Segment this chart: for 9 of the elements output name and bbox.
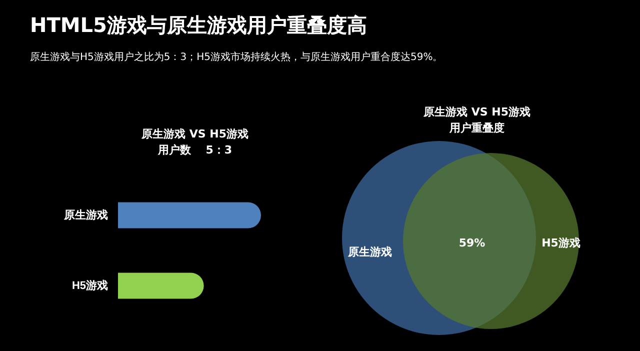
chart-subtitle: 用户数 5：3 <box>156 144 232 156</box>
text: 原生游戏 VS H5游戏 <box>422 106 530 118</box>
category-label: 原生游戏 <box>347 246 392 258</box>
category-label: H5游戏 <box>542 236 580 250</box>
text: HTML5游戏与原生游戏用户重叠度高 <box>30 12 367 39</box>
text: 用户重叠度 <box>448 122 504 134</box>
text: 59% <box>458 236 486 250</box>
text: 原生游戏与H5游戏用户之比为5：3；H5游戏市场持续火热，与原生游戏用户重合度达59%。 <box>30 50 443 64</box>
chart-title: 原生游戏 VS H5游戏 <box>140 128 248 140</box>
